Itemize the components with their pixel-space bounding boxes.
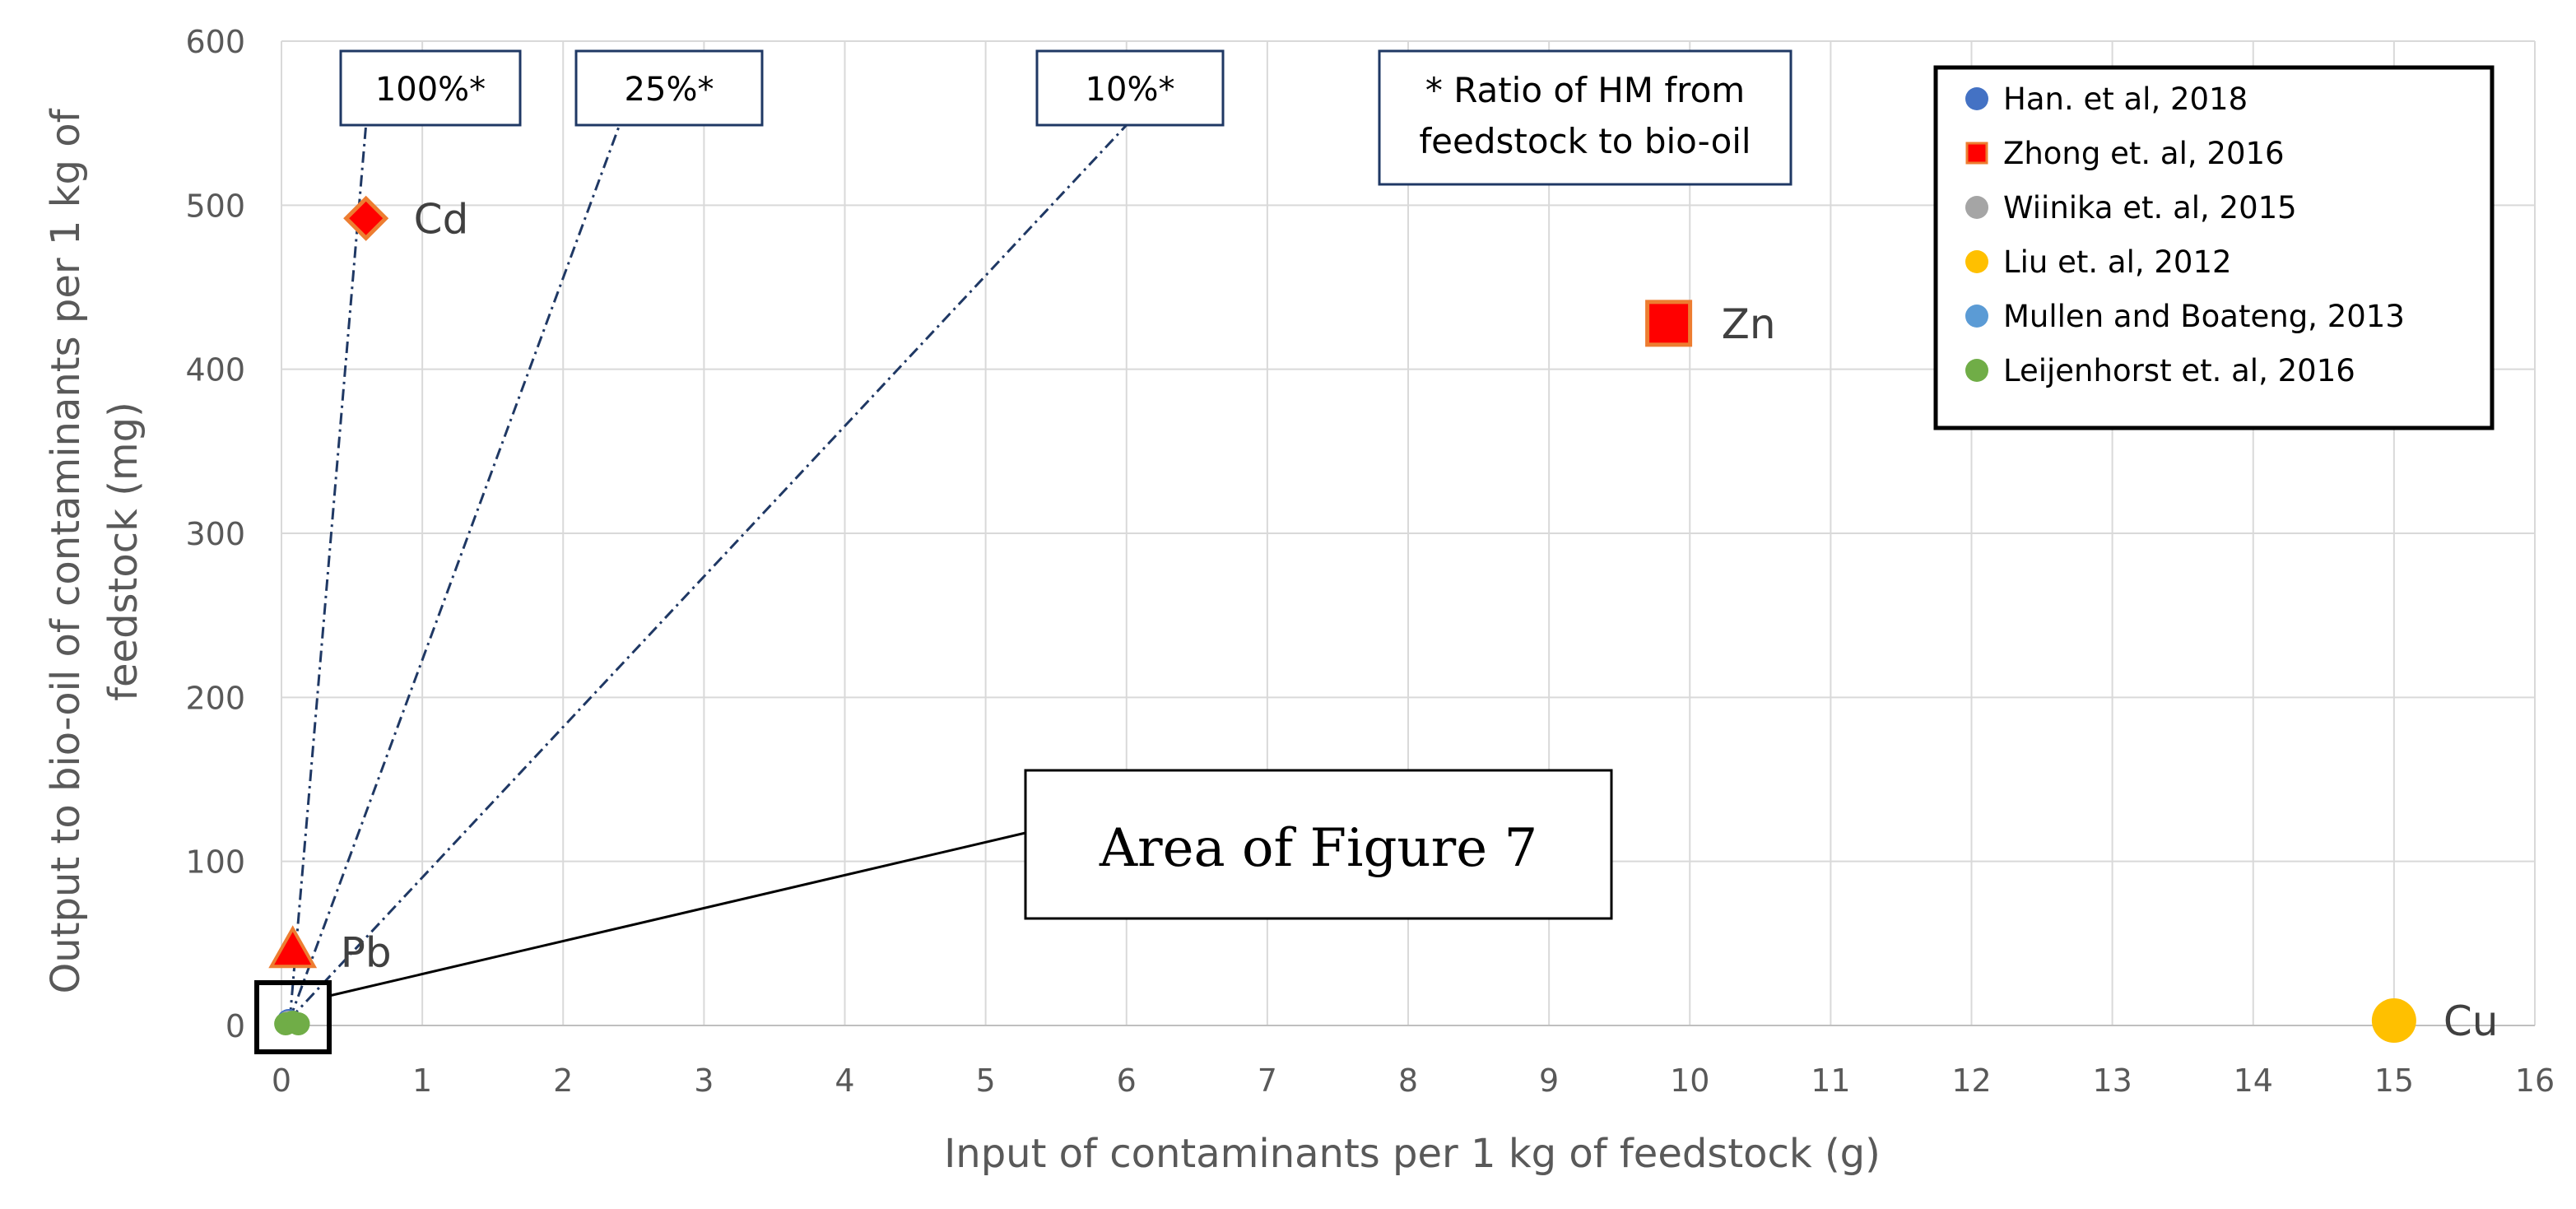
y-tick-label: 300 — [185, 516, 245, 552]
data-point-circle — [286, 1012, 310, 1036]
ratio-label-box — [339, 49, 522, 127]
x-tick-label: 8 — [1398, 1063, 1418, 1099]
x-tick-label: 7 — [1258, 1063, 1277, 1099]
y-tick-label: 100 — [185, 844, 245, 881]
legend: Han. et al, 2018 Zhong et. al, 2016 Wiinik… — [1933, 65, 2495, 430]
data-point-square — [1645, 300, 1693, 347]
x-tick-label: 13 — [2092, 1063, 2132, 1099]
x-tick-label: 6 — [1117, 1063, 1137, 1099]
legend-marker-square — [1965, 142, 1988, 165]
x-tick-label: 2 — [553, 1063, 573, 1099]
legend-label: Han. et al, 2018 — [2003, 81, 2248, 117]
legend-label: Mullen and Boateng, 2013 — [2003, 299, 2405, 334]
ratio-note: * Ratio of HM from feedstock to bio-oil — [1378, 49, 1793, 186]
ratio-label-box — [574, 49, 764, 127]
callout-connector — [328, 831, 1026, 997]
ratio-label-box — [1035, 49, 1225, 127]
legend-label: Zhong et. al, 2016 — [2003, 136, 2285, 171]
x-tick-labels: 0 1 2 3 4 5 6 7 8 9 10 11 12 13 14 15 16 — [272, 1063, 2555, 1099]
legend-label: Liu et. al, 2012 — [2003, 244, 2232, 280]
ratio-line — [289, 123, 1128, 1021]
legend-box — [1933, 65, 2495, 430]
y-axis-title: Output to bio-oil of contaminants per 1 … — [43, 108, 146, 993]
ratio-lines: 100%* 25%* 10%* — [288, 49, 1225, 1021]
x-tick-label: 10 — [1670, 1063, 1709, 1099]
legend-marker-circle — [1965, 250, 1988, 273]
x-tick-label: 11 — [1811, 1063, 1850, 1099]
x-axis-title: Input of contaminants per 1 kg of feedst… — [944, 1131, 1881, 1177]
note-line: feedstock to bio-oil — [1419, 121, 1751, 161]
ratio-line — [288, 124, 368, 1020]
point-labels: Zn Cu Cd Pb — [341, 195, 2499, 1045]
point-label: Cu — [2443, 997, 2499, 1045]
y-axis-title-line: feedstock (mg) — [100, 402, 146, 701]
data-point-circle — [2371, 998, 2416, 1044]
note-line: * Ratio of HM from — [1425, 70, 1745, 110]
point-label: Cd — [414, 195, 469, 243]
x-tick-label: 15 — [2374, 1063, 2414, 1099]
x-tick-label: 16 — [2515, 1063, 2555, 1099]
ratio-label-text: 10%* — [1086, 71, 1175, 109]
data-point-triangle — [268, 925, 318, 969]
y-tick-label: 400 — [185, 352, 245, 388]
x-tick-label: 1 — [412, 1063, 432, 1099]
callout-box — [1024, 769, 1613, 920]
y-axis-title-line: Output to bio-oil of contaminants per 1 … — [43, 108, 89, 993]
note-box — [1378, 49, 1793, 186]
ratio-label-text: 25%* — [625, 71, 714, 109]
figure-7-area-box — [254, 980, 332, 1054]
y-tick-label: 0 — [226, 1008, 245, 1044]
callout-text: Area of Figure 7 — [1099, 818, 1537, 879]
x-tick-label: 3 — [694, 1063, 714, 1099]
legend-marker-circle — [1965, 305, 1988, 328]
x-tick-label: 0 — [272, 1063, 291, 1099]
legend-label: Wiinika et. al, 2015 — [2003, 190, 2297, 226]
data-points — [268, 195, 2416, 1044]
x-tick-label: 12 — [1951, 1063, 1991, 1099]
x-tick-label: 4 — [835, 1063, 854, 1099]
ratio-label-text: 100%* — [375, 71, 486, 109]
figure-7-callout: Area of Figure 7 — [254, 769, 1613, 1054]
y-tick-label: 200 — [185, 680, 245, 716]
point-label: Pb — [341, 928, 392, 976]
legend-label: Leijenhorst et. al, 2016 — [2003, 353, 2355, 388]
x-tick-label: 9 — [1539, 1063, 1559, 1099]
legend-marker-circle — [1965, 359, 1988, 382]
y-tick-label: 600 — [185, 24, 245, 60]
x-tick-label: 14 — [2234, 1063, 2273, 1099]
y-tick-labels: 0 100 200 300 400 500 600 — [185, 24, 245, 1044]
data-point-diamond — [343, 195, 389, 241]
legend-marker-circle — [1965, 87, 1988, 110]
point-label: Zn — [1722, 300, 1776, 348]
y-tick-label: 500 — [185, 188, 245, 224]
legend-marker-circle — [1965, 196, 1988, 219]
ratio-line — [288, 124, 621, 1020]
x-tick-label: 5 — [976, 1063, 996, 1099]
